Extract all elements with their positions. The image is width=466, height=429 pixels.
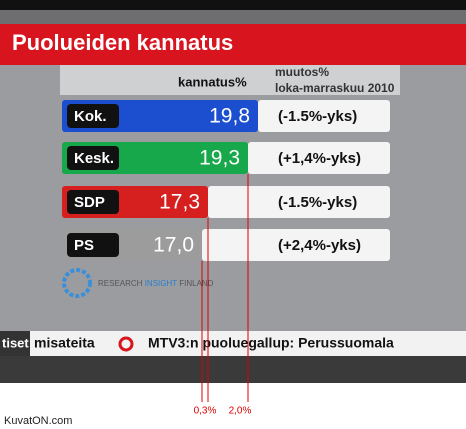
change-label: (+1,4%-yks) bbox=[278, 150, 361, 167]
change-label: (+2,4%-yks) bbox=[278, 237, 361, 254]
logo-word: INSIGHT bbox=[145, 279, 178, 288]
annotation: 2,0% bbox=[229, 406, 252, 417]
chart-title: Puolueiden kannatus bbox=[12, 30, 233, 55]
change-box bbox=[208, 186, 390, 218]
ticker-text: tiset bbox=[2, 335, 29, 350]
category-label: Kok. bbox=[74, 108, 107, 125]
value-label: 17,3 bbox=[159, 191, 200, 214]
change-box bbox=[202, 229, 390, 261]
logo-word: RESEARCH bbox=[98, 279, 143, 288]
title-banner bbox=[0, 24, 466, 65]
header-band bbox=[60, 65, 400, 95]
top-strip bbox=[0, 0, 466, 10]
category-label: PS bbox=[74, 237, 94, 254]
value-label: 19,3 bbox=[199, 147, 240, 170]
ticker-bar bbox=[0, 331, 466, 356]
bottom-strip bbox=[0, 356, 466, 383]
value-label: 19,8 bbox=[209, 105, 250, 128]
ticker-text: misateita bbox=[34, 335, 95, 351]
label-box bbox=[67, 190, 119, 214]
ticker-tag bbox=[0, 331, 30, 356]
change-label: (-1.5%-yks) bbox=[278, 194, 357, 211]
annotation: 0,3% bbox=[194, 406, 217, 417]
ticker-icon bbox=[118, 336, 134, 352]
change-header: muutos% bbox=[275, 65, 329, 79]
change-box bbox=[258, 100, 390, 132]
logo-word: FINLAND bbox=[179, 279, 213, 288]
change-label: (-1.5%-yks) bbox=[278, 108, 357, 125]
logo-text: RESEARCH INSIGHT FINLAND bbox=[98, 279, 214, 288]
value-header: kannatus% bbox=[178, 74, 247, 89]
change-box bbox=[248, 142, 390, 174]
period: loka-marraskuu 2010 bbox=[275, 81, 395, 95]
watermark: KuvatON.com bbox=[4, 415, 72, 427]
ticker-text: MTV3:n puoluegallup: Perussuomala bbox=[148, 335, 394, 351]
category-label: SDP bbox=[74, 194, 105, 211]
logo-icon bbox=[62, 268, 92, 298]
label-box bbox=[67, 146, 119, 170]
label-box bbox=[67, 233, 119, 257]
category-label: Kesk. bbox=[74, 150, 114, 167]
value-label: 17,0 bbox=[153, 234, 194, 257]
label-box bbox=[67, 104, 119, 128]
